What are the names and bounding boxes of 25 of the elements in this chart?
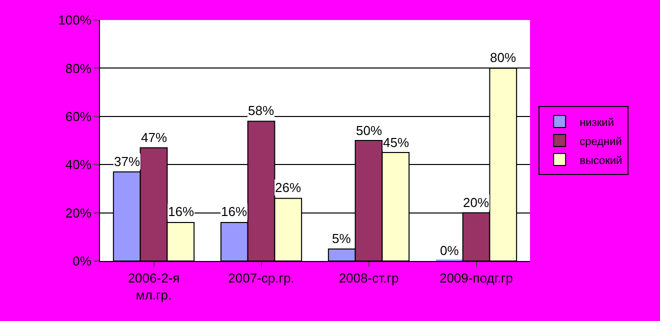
y-tick-label: 80% [65, 60, 92, 76]
y-tick-label: 0% [72, 254, 92, 269]
legend-label: высокий [580, 154, 622, 167]
x-tick-label: 2006-2-я мл.гр. [128, 270, 180, 302]
data-label: 16% [221, 204, 248, 219]
data-label: 37% [114, 154, 140, 169]
data-label: 45% [383, 135, 410, 150]
data-label: 47% [141, 130, 168, 145]
legend-label: средний [580, 136, 622, 148]
y-tick-label: 100% [58, 12, 92, 28]
y-tick-label: 60% [65, 108, 92, 124]
data-label: 50% [356, 123, 382, 138]
data-label: 0% [440, 243, 460, 258]
x-tick-label: 2008-ст.гр [338, 270, 399, 286]
data-label: 16% [168, 204, 194, 219]
data-label: 58% [248, 103, 274, 118]
data-label: 5% [332, 231, 352, 246]
x-tick-label: 2007-ср.гр. [228, 270, 294, 286]
y-tick-label: 40% [65, 157, 92, 172]
data-label: 20% [463, 195, 490, 210]
data-label: 80% [490, 50, 516, 65]
x-tick-label: 2009-подг.гр [439, 270, 514, 286]
y-tick-label: 20% [65, 205, 92, 220]
legend-label: низкий [580, 116, 614, 129]
data-label: 26% [275, 180, 302, 195]
